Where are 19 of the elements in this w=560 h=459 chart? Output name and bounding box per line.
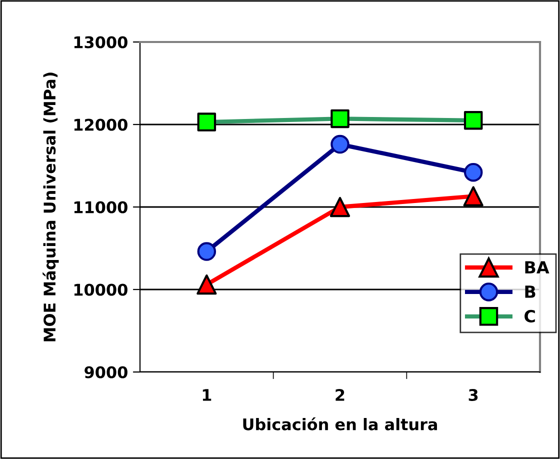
y-tick-label: 12000 <box>74 118 128 131</box>
y-tick-label: 10000 <box>74 284 128 296</box>
legend-label: B <box>525 286 536 298</box>
y-axis-title: MOE Máquina Universal (MPa) <box>42 72 59 342</box>
legend-label: BA <box>525 261 550 274</box>
point <box>197 112 216 132</box>
y-tick-label: 11000 <box>74 201 128 214</box>
y-tick-label: 9000 <box>84 366 128 378</box>
point <box>463 186 484 206</box>
point <box>196 274 217 295</box>
point <box>330 109 350 128</box>
x-tick-label: 1 <box>202 389 212 401</box>
point <box>330 196 350 218</box>
y-tick-label: 13000 <box>74 36 128 48</box>
x-tick-label: 2 <box>336 388 344 401</box>
x-axis-title: Ubicación en la altura <box>243 417 437 430</box>
point <box>464 110 483 130</box>
x-tick-label: 3 <box>468 388 478 402</box>
legend-label: C <box>524 310 535 323</box>
